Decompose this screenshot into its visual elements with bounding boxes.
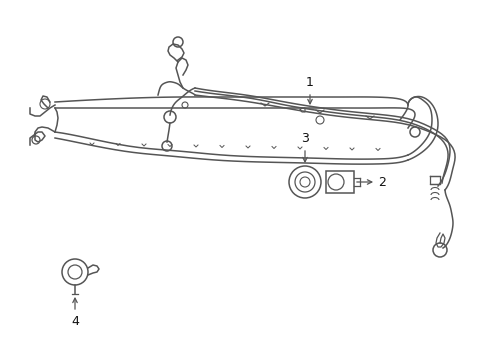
Text: 4: 4: [71, 315, 79, 328]
Text: 2: 2: [378, 175, 386, 189]
Text: 1: 1: [306, 76, 314, 89]
Text: 3: 3: [301, 132, 309, 145]
